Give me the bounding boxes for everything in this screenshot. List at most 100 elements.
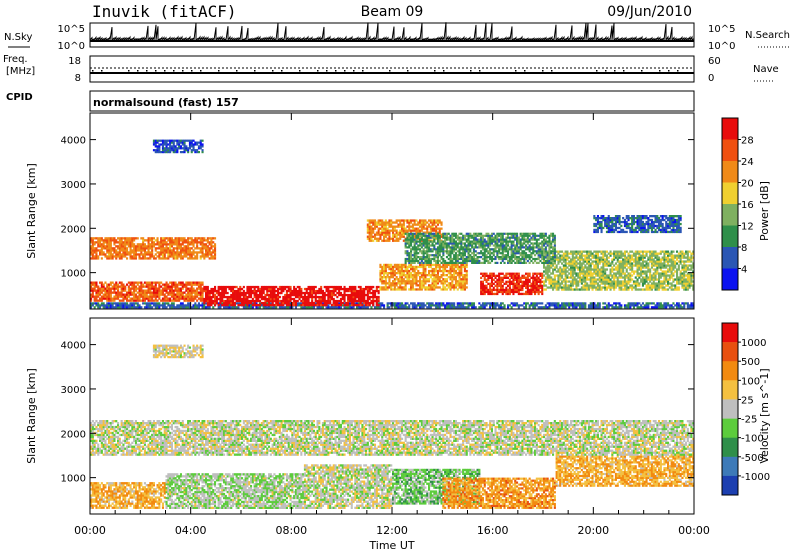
heatmap-cell [521,282,524,285]
heatmap-cell [187,257,190,260]
heatmap-cell [652,286,655,289]
heatmap-cell [190,299,193,302]
heatmap-cell [190,243,193,246]
heatmap-cell [370,299,373,303]
heatmap-cell [571,266,574,269]
heatmap-cell [422,274,425,277]
heatmap-cell [677,264,680,267]
heatmap-cell [170,249,173,252]
heatmap-cell [686,256,689,259]
heatmap-cell [311,291,314,295]
heatmap-cell [374,237,377,240]
heatmap-cell [343,291,346,295]
heatmap-cell [575,272,578,275]
heatmap-cell [287,306,290,309]
heatmap-cell [147,285,150,288]
heatmap-cell [537,276,540,279]
heatmap-cell [449,288,452,291]
heatmap-cell [568,256,571,259]
heatmap-cell [602,254,605,257]
heatmap-cell [388,221,391,224]
heatmap-cell [309,301,312,305]
heatmap-cell [208,237,211,240]
heatmap-cell [172,243,175,246]
heatmap-cell [188,283,191,286]
heatmap-cell [215,299,218,303]
heatmap-cell [404,229,407,232]
heatmap-cell [145,239,148,242]
heatmap-cell [100,289,103,292]
heatmap-cell [654,288,657,291]
heatmap-cell [386,239,389,242]
heatmap-cell [160,243,163,246]
heatmap-cell [365,285,368,289]
heatmap-cell [679,254,682,257]
heatmap-cell [93,283,96,286]
heatmap-cell [605,286,608,289]
heatmap-cell [109,255,112,258]
heatmap-cell [643,270,646,273]
heatmap-cell [241,303,244,307]
heatmap-cell [284,285,287,289]
heatmap-cell [379,304,382,307]
heatmap-cell [435,265,438,269]
heatmap-cell [397,302,400,305]
heatmap-cell [428,286,431,289]
heatmap-cell [528,292,531,296]
heatmap-cell [165,299,168,302]
heatmap-cell [609,272,612,275]
heatmap-cell [535,280,538,283]
heatmap-cell [133,295,136,298]
heatmap-cell [530,276,533,279]
heatmap-cell [379,306,382,309]
heatmap-cell [487,288,490,292]
heatmap-cell [667,262,670,265]
heatmap-cell [555,286,558,289]
heatmap-cell [203,257,206,260]
heatmap-cell [568,272,571,275]
heatmap-cell [366,306,369,309]
heatmap-cell [516,304,519,307]
heatmap-cell [449,272,452,275]
heatmap-cell [679,262,682,265]
heatmap-cell [596,262,599,265]
heatmap-cell [645,288,648,291]
heatmap-cell [431,267,434,271]
heatmap-cell [681,264,684,267]
heatmap-cell [676,302,679,305]
heatmap-cell [250,285,253,289]
heatmap-cell [598,274,601,277]
heatmap-cell [399,265,402,269]
heatmap-cell [663,288,666,291]
heatmap-cell [172,306,175,309]
heatmap-cell [674,260,677,263]
heatmap-cell [106,249,109,252]
heatmap-cell [604,252,607,255]
heatmap-cell [97,293,100,296]
heatmap-cell [377,295,380,299]
heatmap-cell [654,282,657,285]
heatmap-cell [640,250,643,253]
heatmap-cell [622,254,625,257]
heatmap-cell [462,288,465,291]
heatmap-cell [634,286,637,289]
heatmap-cell [244,301,247,305]
heatmap-cell [686,268,689,271]
heatmap-cell [282,289,285,293]
heatmap-cell [120,245,123,248]
heatmap-cell [212,251,215,254]
heatmap-cell [604,254,607,257]
heatmap-cell [143,289,146,292]
heatmap-cell [510,272,513,275]
heatmap-cell [142,243,145,246]
heatmap-cell [454,280,457,283]
heatmap-cell [388,306,391,309]
heatmap-cell [587,286,590,289]
heatmap-cell [561,274,564,277]
heatmap-cell [140,306,143,309]
heatmap-cell [463,286,466,289]
heatmap-cell [428,274,431,277]
heatmap-cell [361,302,364,305]
heatmap-cell [620,272,623,275]
heatmap-cell [348,304,351,307]
